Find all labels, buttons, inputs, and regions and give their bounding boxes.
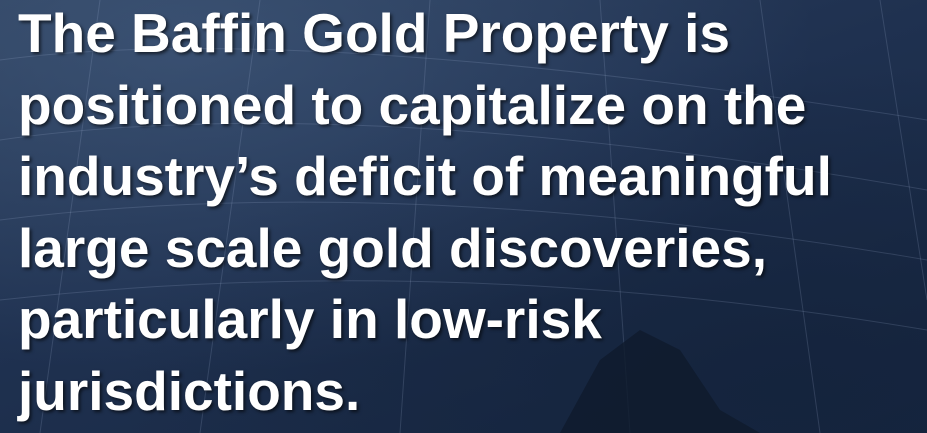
text-line: jurisdictions.	[18, 356, 832, 428]
text-line: particularly in low-risk	[18, 284, 832, 356]
text-line: The Baffin Gold Property is	[18, 0, 832, 70]
text-line: industry’s deficit of meaningful	[18, 141, 832, 213]
slide: The Baffin Gold Property ispositioned to…	[0, 0, 927, 433]
page: {"slide": {"lines": [ "The Baffin Gold P…	[0, 0, 927, 433]
text-line: large scale gold discoveries,	[18, 213, 832, 285]
text-line: positioned to capitalize on the	[18, 70, 832, 142]
